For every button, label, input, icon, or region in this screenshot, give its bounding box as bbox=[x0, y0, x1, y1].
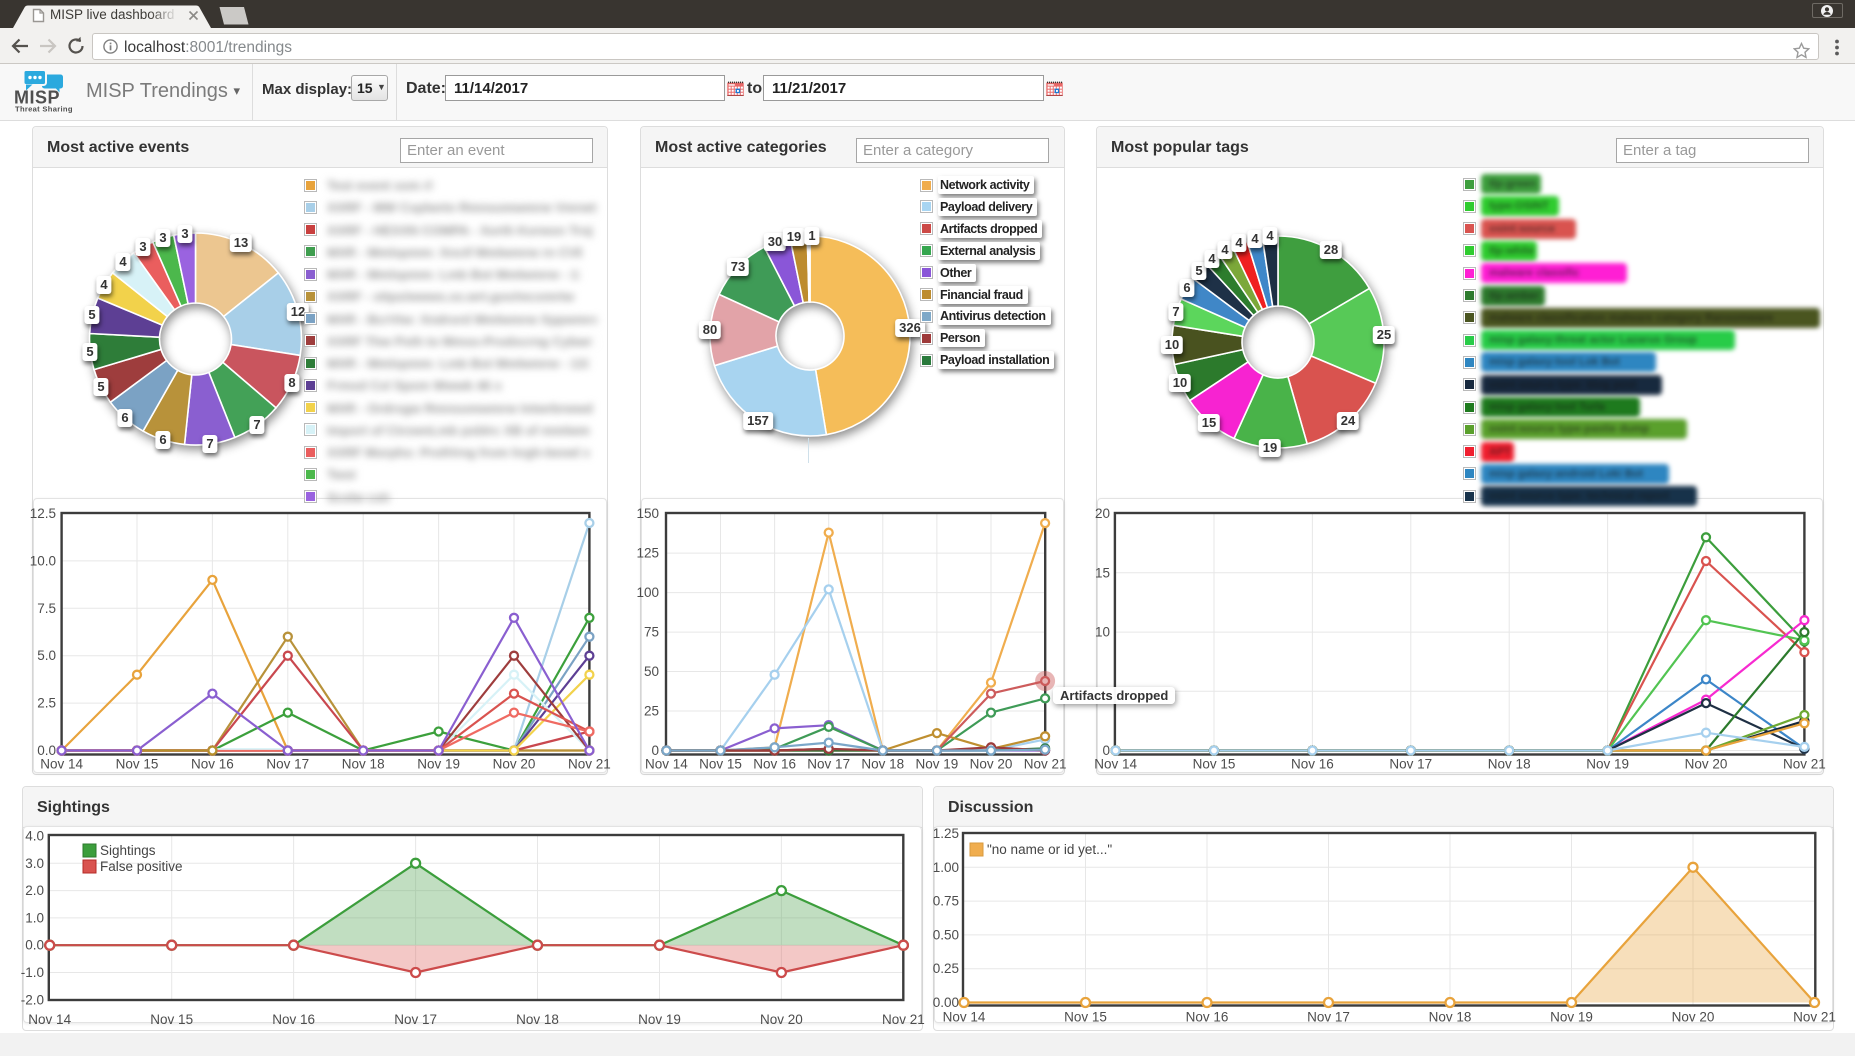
svg-text:Nov 20: Nov 20 bbox=[493, 757, 536, 772]
svg-text:Nov 16: Nov 16 bbox=[1291, 757, 1334, 772]
svg-text:1.0: 1.0 bbox=[25, 910, 44, 925]
svg-text:Nov 20: Nov 20 bbox=[1685, 757, 1728, 772]
svg-text:Nov 17: Nov 17 bbox=[394, 1012, 437, 1027]
svg-text:Nov 21: Nov 21 bbox=[568, 757, 611, 772]
svg-text:0: 0 bbox=[1102, 743, 1110, 758]
svg-text:125: 125 bbox=[636, 546, 659, 561]
svg-text:Nov 16: Nov 16 bbox=[753, 757, 796, 772]
svg-text:5.0: 5.0 bbox=[37, 648, 56, 663]
svg-text:-1.0: -1.0 bbox=[21, 965, 44, 980]
svg-text:Nov 19: Nov 19 bbox=[417, 757, 460, 772]
svg-text:0: 0 bbox=[651, 743, 659, 758]
svg-text:Nov 15: Nov 15 bbox=[1193, 757, 1236, 772]
svg-text:4.0: 4.0 bbox=[25, 829, 44, 844]
svg-text:Nov 17: Nov 17 bbox=[1307, 1010, 1350, 1025]
svg-text:Sightings: Sightings bbox=[100, 843, 156, 858]
svg-text:Nov 21: Nov 21 bbox=[1024, 757, 1067, 772]
svg-text:Nov 20: Nov 20 bbox=[760, 1012, 803, 1027]
svg-text:Nov 15: Nov 15 bbox=[150, 1012, 193, 1027]
svg-text:Nov 14: Nov 14 bbox=[28, 1012, 71, 1027]
svg-text:0.50: 0.50 bbox=[933, 927, 959, 942]
svg-text:0.0: 0.0 bbox=[25, 938, 44, 953]
svg-text:75: 75 bbox=[644, 625, 659, 640]
svg-text:Nov 14: Nov 14 bbox=[1094, 757, 1137, 772]
svg-text:Nov 16: Nov 16 bbox=[1186, 1010, 1229, 1025]
svg-text:2.0: 2.0 bbox=[25, 883, 44, 898]
svg-text:Nov 16: Nov 16 bbox=[272, 1012, 315, 1027]
svg-text:12.5: 12.5 bbox=[30, 506, 56, 521]
svg-text:Nov 17: Nov 17 bbox=[266, 757, 309, 772]
svg-text:Nov 18: Nov 18 bbox=[1429, 1010, 1472, 1025]
svg-text:Nov 17: Nov 17 bbox=[807, 757, 850, 772]
svg-text:-2.0: -2.0 bbox=[21, 992, 44, 1007]
svg-text:Nov 15: Nov 15 bbox=[116, 757, 159, 772]
svg-text:100: 100 bbox=[636, 585, 659, 600]
svg-text:10.0: 10.0 bbox=[30, 553, 56, 568]
svg-text:1.25: 1.25 bbox=[933, 826, 959, 841]
svg-text:Nov 14: Nov 14 bbox=[40, 757, 83, 772]
svg-text:50: 50 bbox=[644, 664, 659, 679]
svg-text:Nov 14: Nov 14 bbox=[943, 1010, 986, 1025]
svg-text:0.00: 0.00 bbox=[933, 995, 959, 1010]
svg-text:0.0: 0.0 bbox=[37, 743, 56, 758]
svg-text:Nov 16: Nov 16 bbox=[191, 757, 234, 772]
svg-text:Nov 18: Nov 18 bbox=[516, 1012, 559, 1027]
svg-text:False positive: False positive bbox=[100, 859, 183, 874]
svg-text:3.0: 3.0 bbox=[25, 856, 44, 871]
svg-text:Nov 14: Nov 14 bbox=[645, 757, 688, 772]
svg-text:Nov 21: Nov 21 bbox=[882, 1012, 925, 1027]
svg-text:Threat Sharing: Threat Sharing bbox=[15, 105, 73, 114]
svg-text:MISP: MISP bbox=[14, 88, 60, 108]
svg-text:0.75: 0.75 bbox=[933, 894, 959, 909]
svg-text:15: 15 bbox=[1095, 565, 1110, 580]
svg-text:Nov 15: Nov 15 bbox=[699, 757, 742, 772]
svg-text:Nov 21: Nov 21 bbox=[1783, 757, 1826, 772]
svg-text:Nov 19: Nov 19 bbox=[638, 1012, 681, 1027]
svg-text:Nov 18: Nov 18 bbox=[1488, 757, 1531, 772]
svg-text:0.25: 0.25 bbox=[933, 961, 959, 976]
svg-text:1.00: 1.00 bbox=[933, 860, 959, 875]
svg-text:10: 10 bbox=[1095, 625, 1110, 640]
svg-text:Nov 19: Nov 19 bbox=[1586, 757, 1629, 772]
svg-text:150: 150 bbox=[636, 506, 659, 521]
svg-text:2.5: 2.5 bbox=[37, 696, 56, 711]
svg-text:Nov 21: Nov 21 bbox=[1793, 1010, 1836, 1025]
svg-text:25: 25 bbox=[644, 704, 659, 719]
svg-text:20: 20 bbox=[1095, 506, 1110, 521]
svg-text:Nov 18: Nov 18 bbox=[861, 757, 904, 772]
svg-text:Nov 19: Nov 19 bbox=[1550, 1010, 1593, 1025]
svg-text:Nov 17: Nov 17 bbox=[1389, 757, 1432, 772]
svg-text:Nov 19: Nov 19 bbox=[916, 757, 959, 772]
svg-text:7.5: 7.5 bbox=[37, 601, 56, 616]
svg-text:Nov 20: Nov 20 bbox=[1672, 1010, 1715, 1025]
svg-text:Nov 15: Nov 15 bbox=[1064, 1010, 1107, 1025]
svg-text:Nov 18: Nov 18 bbox=[342, 757, 385, 772]
svg-text:Nov 20: Nov 20 bbox=[970, 757, 1013, 772]
svg-text:"no name or id yet...": "no name or id yet..." bbox=[987, 842, 1112, 857]
